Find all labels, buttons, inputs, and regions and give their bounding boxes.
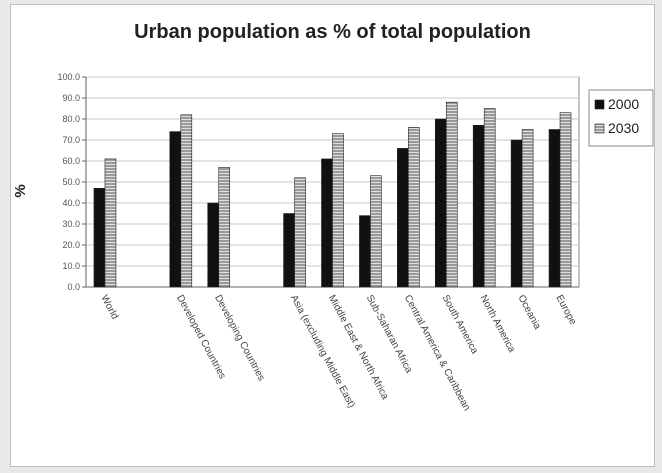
bar-2030-7 [445,101,458,288]
y-tick-label: 10.0 [62,261,80,271]
bar-2030-6 [408,127,420,288]
chart-canvas: 0.0 10.0 20.0 30.0 40.0 50.0 60.0 70.0 80.0 90.0 1… [12,72,654,413]
bar-2030-0 [104,158,117,288]
chart-frame: Urban population as % of total populatio… [10,4,655,467]
x-category-label: South America [440,293,480,356]
y-tick-label: 0.0 [67,282,80,292]
bar-2000-8 [472,125,485,288]
legend-box [588,89,654,147]
x-category-label: Europe [553,293,578,327]
x-category-label: Asia (excluding Middle East) [288,293,357,410]
y-tick-label: 30.0 [62,219,80,229]
bar-2000-4 [321,158,333,288]
y-tick-label: 100.0 [57,72,80,82]
legend-label-2030: 2030 [608,120,639,136]
y-tick-label: 90.0 [62,93,80,103]
bar-2000-6 [397,148,409,288]
bar-2030-3 [294,177,306,288]
bar-2030-1 [180,114,193,288]
y-tick-label: 60.0 [62,156,80,166]
bar-2030-10 [559,112,572,288]
bar-2030-5 [370,175,382,288]
bar-2000-5 [359,215,371,288]
x-category-label: Oceania [515,293,542,331]
legend-swatch-2000 [594,99,605,110]
legend-label-2000: 2000 [608,96,639,112]
bar-2000-3 [283,213,295,288]
bar-2000-9 [510,139,523,288]
y-tick-label: 20.0 [62,240,80,250]
bar-2000-0 [93,188,106,288]
x-category-label: Central America & Caribbean [402,293,473,413]
y-tick-label: 70.0 [62,135,80,145]
chart-title: Urban population as % of total populatio… [134,21,531,43]
bar-2030-8 [483,108,496,288]
bar-2030-4 [332,133,344,288]
y-axis-label: % [12,184,29,197]
bar-2000-10 [548,129,561,288]
bars [93,101,572,288]
axes: 0.0 10.0 20.0 30.0 40.0 50.0 60.0 70.0 80.0 90.0 1… [57,72,579,292]
legend-swatch-2030 [594,123,605,134]
bar-2000-1 [169,131,182,288]
bar-2000-2 [207,202,220,288]
x-category-label: North America [478,293,518,354]
y-tick-label: 80.0 [62,114,80,124]
bar-2000-7 [434,118,447,288]
bar-2030-9 [521,129,534,288]
x-category-label: World [98,293,120,321]
legend: 2000 2030 [588,89,654,147]
y-tick-label: 50.0 [62,177,80,187]
bar-2030-2 [218,167,231,288]
y-tick-label: 40.0 [62,198,80,208]
